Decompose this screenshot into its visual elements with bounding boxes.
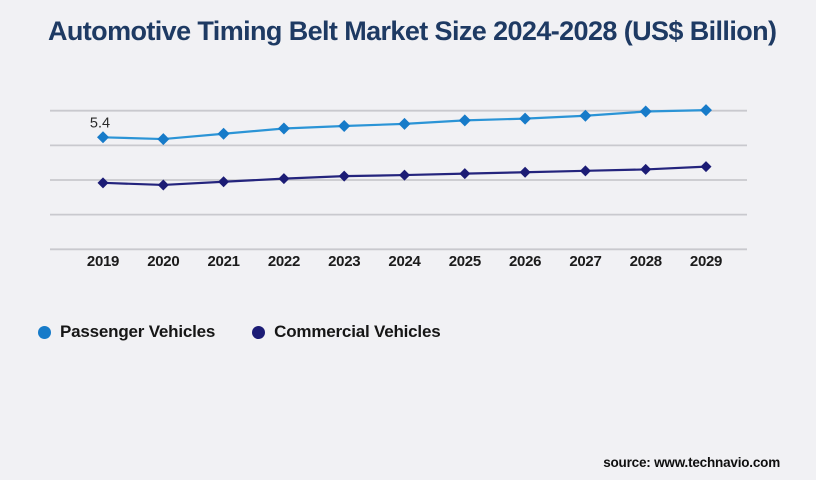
x-tick-label: 2025 bbox=[449, 253, 481, 270]
x-tick-label: 2029 bbox=[690, 253, 722, 270]
data-label: 5.4 bbox=[90, 115, 110, 131]
data-point[interactable] bbox=[157, 133, 170, 146]
data-point[interactable] bbox=[579, 165, 591, 177]
x-tick-label: 2024 bbox=[388, 253, 421, 270]
data-point[interactable] bbox=[579, 109, 592, 122]
legend-label: Passenger Vehicles bbox=[60, 322, 216, 341]
x-tick-label: 2028 bbox=[630, 253, 662, 270]
commercial-series-swatch-icon bbox=[252, 325, 266, 339]
data-point[interactable] bbox=[338, 170, 350, 182]
x-tick-label: 2026 bbox=[509, 253, 541, 270]
x-tick-label: 2022 bbox=[268, 253, 300, 270]
x-tick-label: 2019 bbox=[87, 253, 119, 270]
data-point[interactable] bbox=[278, 173, 290, 185]
x-tick-label: 2023 bbox=[328, 253, 360, 270]
data-point[interactable] bbox=[640, 163, 652, 175]
chart-title: Automotive Timing Belt Market Size 2024-… bbox=[48, 16, 777, 46]
data-point[interactable] bbox=[338, 120, 351, 133]
data-point[interactable] bbox=[97, 177, 109, 189]
data-point[interactable] bbox=[519, 112, 532, 125]
data-point[interactable] bbox=[639, 105, 652, 118]
data-point[interactable] bbox=[157, 179, 169, 191]
x-tick-label: 2027 bbox=[569, 253, 601, 270]
data-point[interactable] bbox=[218, 176, 230, 188]
x-tick-label: 2021 bbox=[208, 253, 240, 270]
data-point[interactable] bbox=[217, 127, 230, 140]
data-point[interactable] bbox=[700, 104, 712, 117]
data-point[interactable] bbox=[519, 166, 531, 178]
data-point[interactable] bbox=[97, 131, 109, 144]
data-point[interactable] bbox=[700, 161, 712, 173]
chart-legend: Passenger Vehicles Commercial Vehicles bbox=[38, 322, 441, 342]
data-point[interactable] bbox=[277, 122, 290, 135]
source-attribution: source: www.technavio.com bbox=[603, 455, 780, 470]
data-point[interactable] bbox=[459, 168, 471, 180]
legend-label: Commercial Vehicles bbox=[274, 322, 441, 341]
legend-item-passenger-vehicles[interactable]: Passenger Vehicles bbox=[38, 322, 215, 342]
x-tick-label: 2020 bbox=[147, 253, 179, 270]
data-point[interactable] bbox=[458, 114, 471, 127]
data-point[interactable] bbox=[398, 117, 411, 130]
legend-item-commercial-vehicles[interactable]: Commercial Vehicles bbox=[252, 322, 441, 342]
passenger-series-swatch-icon bbox=[38, 325, 51, 339]
data-point[interactable] bbox=[399, 169, 410, 181]
